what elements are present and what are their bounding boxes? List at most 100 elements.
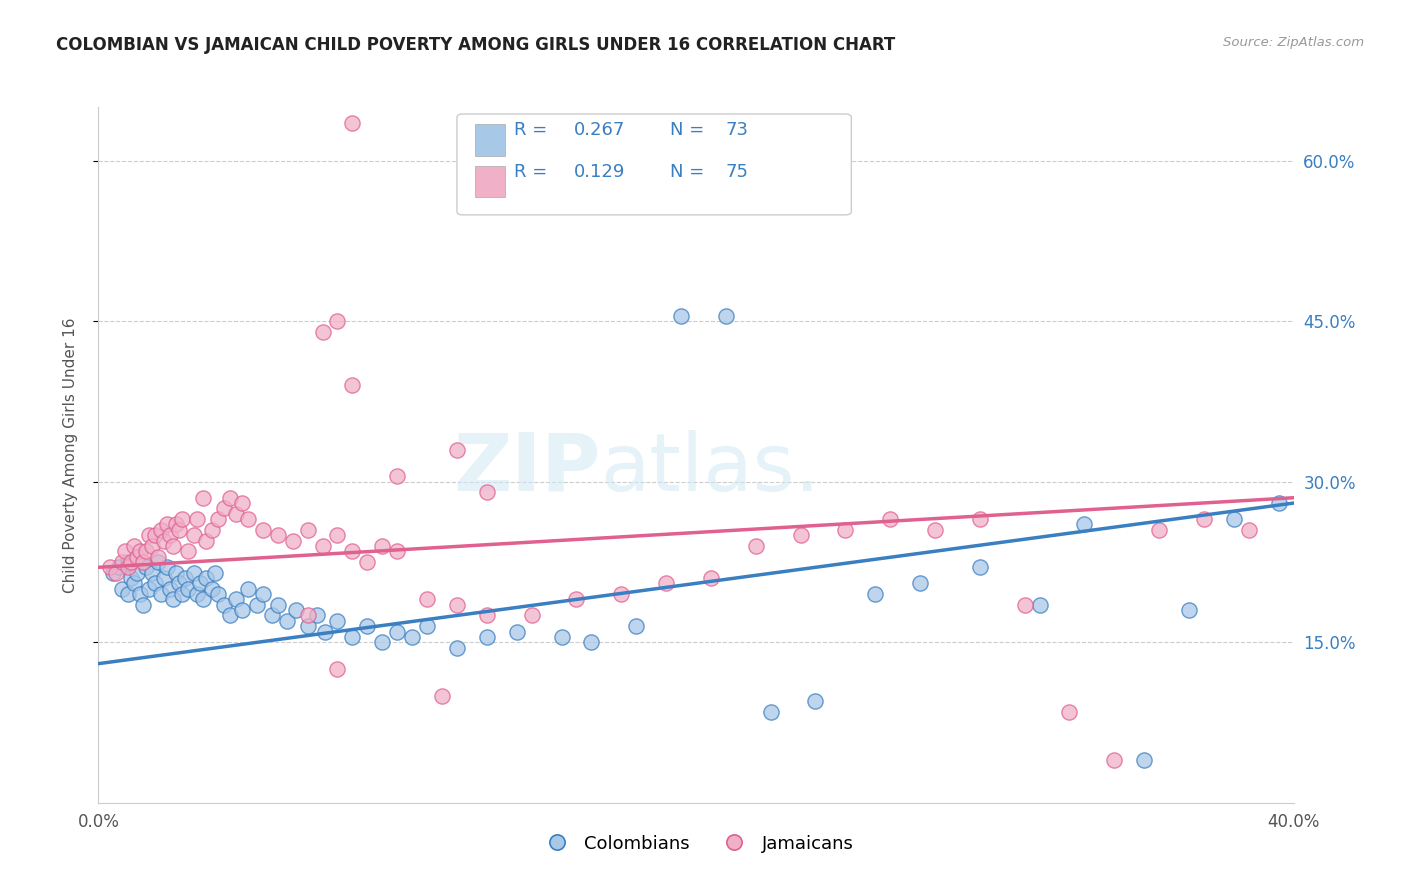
Point (111, 582, 134, 596)
Point (1028, 598, 1050, 612)
Point (148, 555, 170, 569)
Point (177, 582, 200, 596)
Point (1059, 705, 1081, 719)
Point (475, 485, 498, 500)
Point (201, 582, 224, 596)
Point (305, 608, 328, 623)
Point (446, 442, 468, 457)
Point (111, 555, 134, 569)
Point (231, 603, 253, 617)
Point (297, 608, 319, 623)
Point (297, 619, 319, 633)
FancyBboxPatch shape (475, 166, 505, 197)
Point (260, 608, 283, 623)
Point (626, 619, 648, 633)
Point (212, 598, 235, 612)
Point (879, 512, 901, 526)
Point (231, 496, 253, 510)
Point (117, 555, 139, 569)
Point (207, 512, 229, 526)
Point (132, 598, 155, 612)
Point (1133, 753, 1156, 767)
Point (167, 523, 190, 537)
Point (195, 571, 218, 585)
Point (212, 501, 235, 516)
Point (311, 325, 333, 339)
Point (219, 608, 242, 623)
Point (759, 705, 782, 719)
Point (186, 587, 208, 601)
Point (156, 560, 179, 574)
Point (191, 491, 214, 505)
Point (969, 512, 991, 526)
Point (475, 608, 498, 623)
Text: 0.267: 0.267 (574, 121, 626, 139)
Point (204, 566, 226, 580)
Point (114, 544, 136, 558)
Point (669, 309, 692, 323)
Point (127, 549, 149, 564)
Point (342, 116, 364, 130)
Point (284, 603, 307, 617)
Point (183, 528, 205, 542)
Y-axis label: Child Poverty Among Girls Under 16: Child Poverty Among Girls Under 16 (63, 318, 77, 592)
Point (969, 560, 991, 574)
Point (550, 630, 572, 644)
Point (385, 544, 409, 558)
Point (105, 566, 128, 580)
Point (385, 624, 409, 639)
Point (143, 576, 166, 591)
Point (475, 630, 498, 644)
Point (315, 624, 337, 639)
Point (120, 555, 142, 569)
Point (159, 582, 181, 596)
Point (276, 614, 298, 628)
Point (371, 635, 394, 649)
Point (430, 689, 453, 703)
Point (745, 539, 768, 553)
Point (506, 624, 529, 639)
Point (172, 512, 194, 526)
Point (165, 517, 187, 532)
Point (98, 560, 122, 574)
Point (714, 309, 737, 323)
Point (108, 560, 131, 574)
Point (159, 528, 181, 542)
Point (219, 491, 242, 505)
Point (342, 378, 364, 392)
Point (177, 544, 200, 558)
Point (401, 630, 423, 644)
Point (267, 598, 290, 612)
Point (150, 523, 173, 537)
Point (1014, 598, 1036, 612)
Point (153, 571, 176, 585)
Point (148, 549, 170, 564)
Point (162, 539, 184, 553)
Text: R =: R = (515, 121, 554, 139)
Legend: Colombians, Jamaicans: Colombians, Jamaicans (531, 828, 860, 860)
Point (236, 512, 259, 526)
Text: atlas.: atlas. (600, 430, 820, 508)
Point (1147, 523, 1170, 537)
Point (225, 507, 247, 521)
Point (865, 587, 887, 601)
Point (150, 587, 173, 601)
Point (610, 587, 633, 601)
Point (207, 587, 229, 601)
Point (129, 587, 152, 601)
Point (1223, 512, 1246, 526)
Point (165, 566, 187, 580)
Point (416, 619, 439, 633)
Point (356, 619, 378, 633)
Point (225, 592, 247, 607)
Point (1104, 753, 1126, 767)
Point (371, 539, 394, 553)
Point (655, 576, 678, 591)
Point (174, 571, 197, 585)
Point (135, 560, 157, 574)
Point (162, 592, 184, 607)
Point (281, 533, 304, 548)
Text: 73: 73 (725, 121, 749, 139)
Point (143, 528, 166, 542)
Point (132, 555, 155, 569)
